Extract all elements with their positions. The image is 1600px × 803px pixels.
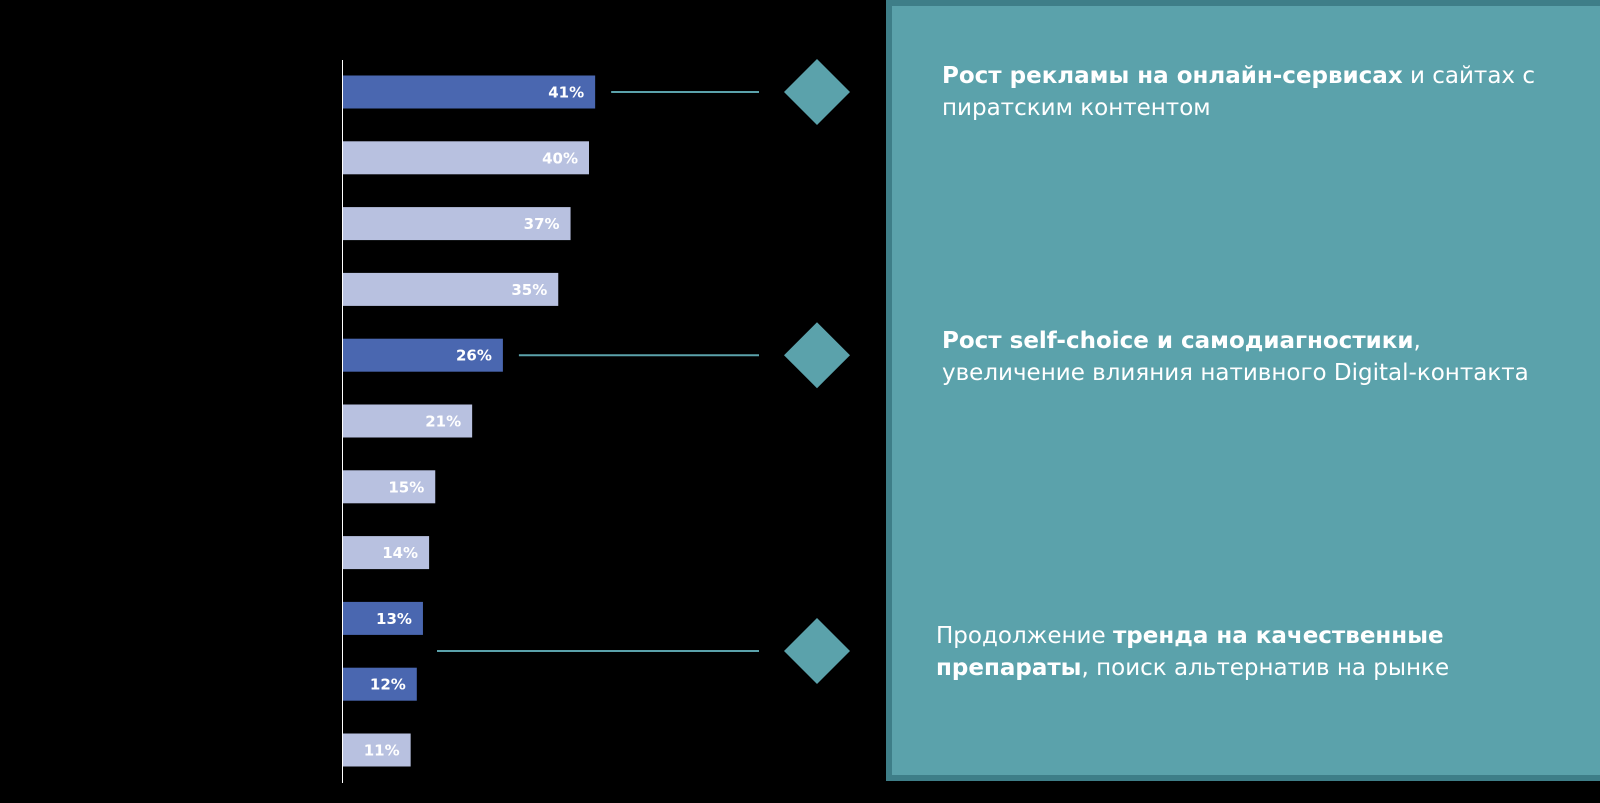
connectors-group — [437, 59, 850, 684]
bar-3 — [343, 207, 571, 241]
bars-group: 41% 40% 37% 35% 26% 21% 15% 14% 13% 12% 11% — [343, 75, 596, 767]
bar-label-7: 15% — [388, 478, 424, 496]
insights-panel: Рост рекламы на онлайн-сервисах и сайтах… — [886, 0, 1600, 781]
bar-6 — [343, 404, 473, 438]
bar-7 — [343, 470, 436, 504]
diamond-marker-3 — [784, 618, 850, 684]
bar-11 — [343, 733, 411, 767]
bar-8 — [343, 536, 430, 570]
callout-3-bold: тренда на качественные препараты — [936, 623, 1444, 681]
callout-2-bold: Рост self-choice и самодиагностики — [942, 328, 1414, 354]
bar-label-11: 11% — [364, 742, 400, 760]
bar-label-1: 41% — [548, 84, 584, 102]
bar-5 — [343, 338, 503, 372]
bar-label-10: 12% — [370, 676, 406, 694]
diamond-marker-2 — [784, 322, 850, 389]
bar-label-8: 14% — [382, 544, 418, 562]
bar-label-6: 21% — [425, 413, 461, 431]
callout-3-text: , поиск альтернатив на рынке — [1081, 655, 1450, 681]
bar-4 — [343, 272, 559, 306]
bar-10 — [343, 667, 417, 701]
callout-1: Рост рекламы на онлайн-сервисах и сайтах… — [942, 60, 1552, 124]
bar-1 — [343, 75, 596, 109]
bar-label-5: 26% — [456, 347, 492, 365]
callout-2-text: , увеличение влияния нативного Digital-к… — [942, 328, 1529, 386]
bar-label-4: 35% — [511, 281, 547, 299]
diamond-marker-1 — [784, 59, 850, 125]
bar-2 — [343, 141, 589, 175]
bar-9 — [343, 601, 423, 635]
callout-1-bold: Рост рекламы на онлайн-сервисах — [942, 63, 1403, 89]
callout-3-prefix: Продолжение — [936, 623, 1113, 649]
bar-label-9: 13% — [376, 610, 412, 628]
callout-2: Рост self-choice и самодиагностики, увел… — [942, 325, 1552, 389]
bar-label-3: 37% — [524, 215, 560, 233]
bar-label-2: 40% — [542, 149, 578, 167]
callout-3: Продолжение тренда на качественные препа… — [936, 620, 1476, 684]
callout-1-text: и сайтах с пиратским контентом — [942, 63, 1535, 121]
